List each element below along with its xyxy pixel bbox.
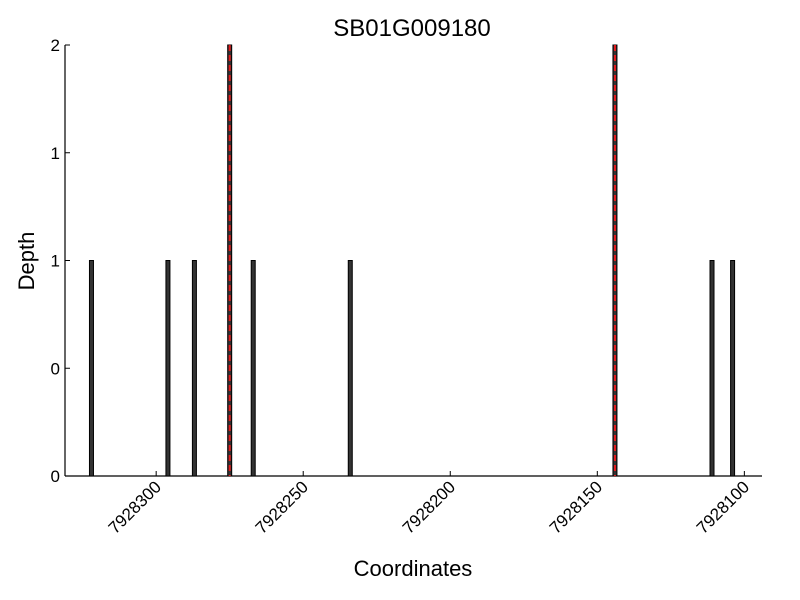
y-tick-label: 0: [51, 467, 60, 486]
y-tick-label: 2: [51, 36, 60, 55]
x-tick-label: 7928150: [546, 477, 606, 537]
x-tick-label: 7928250: [252, 477, 312, 537]
x-tick-label: 7928200: [399, 477, 459, 537]
bar: [250, 260, 256, 477]
y-tick-label: 1: [51, 252, 60, 271]
chart-title: SB01G009180: [333, 15, 490, 42]
bar: [88, 260, 94, 477]
bar: [709, 260, 715, 477]
x-axis-label: Coordinates: [354, 556, 473, 581]
x-tick-label: 7928300: [105, 477, 165, 537]
y-tick-label: 1: [51, 144, 60, 163]
x-tick-label: 7928100: [693, 477, 753, 537]
bar: [165, 260, 171, 477]
y-tick-label: 0: [51, 359, 60, 378]
bar: [347, 260, 353, 477]
bar: [191, 260, 197, 477]
y-axis-label: Depth: [14, 232, 39, 291]
bar: [730, 260, 736, 477]
